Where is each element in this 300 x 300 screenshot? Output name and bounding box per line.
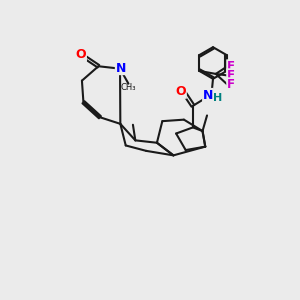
Text: F: F bbox=[227, 60, 235, 73]
Text: N: N bbox=[116, 61, 126, 75]
Text: H: H bbox=[214, 93, 223, 103]
Text: F: F bbox=[227, 69, 235, 82]
Text: F: F bbox=[227, 78, 235, 91]
Text: N: N bbox=[203, 88, 213, 101]
Text: O: O bbox=[76, 48, 86, 62]
Text: O: O bbox=[176, 85, 186, 98]
Text: CH₃: CH₃ bbox=[121, 83, 136, 92]
